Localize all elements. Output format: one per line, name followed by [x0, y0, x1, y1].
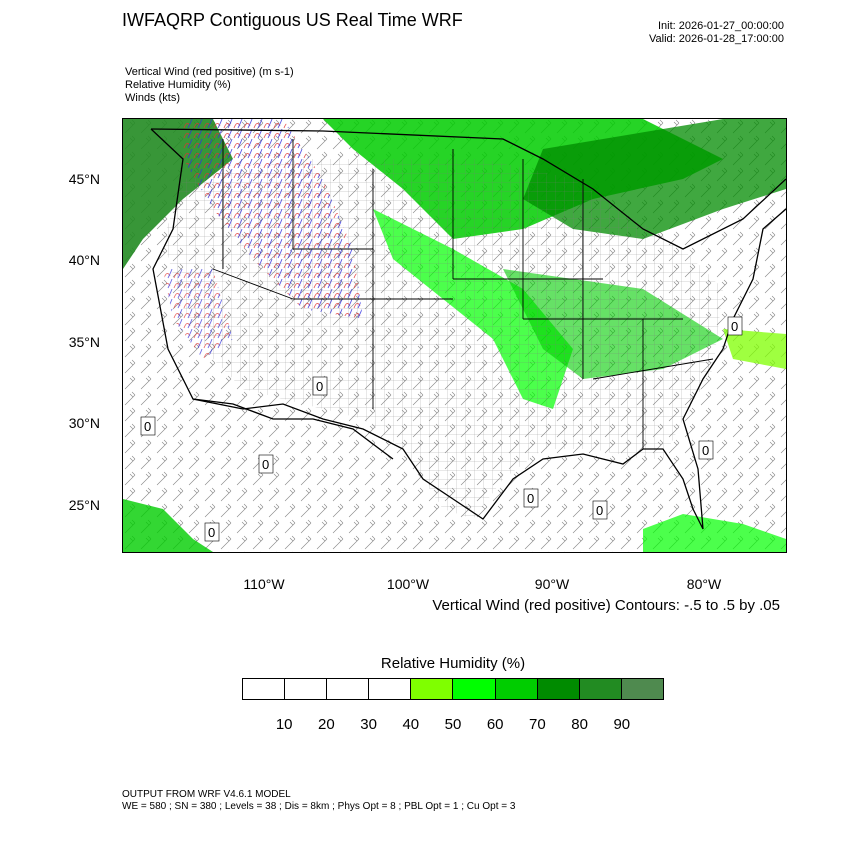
rh-southwest-corner [123, 499, 213, 552]
canada-border [150, 128, 786, 250]
contour-note: Vertical Wind (red positive) Contours: -… [432, 597, 780, 614]
lat-label-45: 45°N [68, 171, 100, 187]
lon-label-90w: 90°W [534, 576, 570, 592]
colorbar-label: 10 [275, 716, 293, 733]
rh-gulf-southeast [643, 514, 786, 552]
zero-label: 0 [208, 525, 215, 540]
lon-label-100w: 100°W [386, 576, 430, 592]
zero-label: 0 [596, 503, 603, 518]
zero-labels: 0 0 0 0 0 0 0 0 [140, 316, 743, 542]
colorbar-box [579, 679, 622, 699]
colorbar-box [537, 679, 580, 699]
colorbar-label: 50 [444, 716, 462, 733]
colorbar-label: 60 [486, 716, 504, 733]
colorbar-box [453, 679, 496, 699]
footer-model: OUTPUT FROM WRF V4.6.1 MODEL [122, 789, 291, 800]
zero-label: 0 [316, 379, 323, 394]
colorbar-box [621, 679, 663, 699]
zero-label: 0 [262, 457, 269, 472]
footer-settings: WE = 580 ; SN = 380 ; Levels = 38 ; Dis … [122, 801, 516, 812]
colorbar-label: 90 [613, 716, 631, 733]
colorbar [242, 678, 664, 700]
colorbar-box [495, 679, 538, 699]
zero-label: 0 [527, 491, 534, 506]
map-canvas: 0 0 0 0 0 0 0 0 [123, 119, 786, 552]
lat-label-25: 25°N [68, 497, 100, 513]
colorbar-title: Relative Humidity (%) [380, 655, 526, 672]
colorbar-label: 40 [402, 716, 420, 733]
zero-label: 0 [144, 419, 151, 434]
colorbar-label: 20 [318, 716, 335, 733]
field-winds: Winds (kts) [125, 92, 180, 104]
lat-label-30: 30°N [68, 415, 100, 431]
field-list: Vertical Wind (red positive) (m s-1) Rel… [125, 66, 294, 105]
boundaries [150, 128, 786, 530]
zero-label: 0 [702, 443, 709, 458]
zero-label: 0 [731, 319, 738, 334]
footer: OUTPUT FROM WRF V4.6.1 MODEL WE = 580 ; … [122, 789, 515, 813]
mexico-border [192, 398, 394, 460]
lon-label-80w: 80°W [686, 576, 722, 592]
time-info: Init: 2026-01-27_00:00:00 Valid: 2026-01… [649, 20, 784, 46]
colorbar-label: 70 [529, 716, 546, 733]
colorbar-label: 30 [360, 716, 377, 733]
field-vertical-wind: Vertical Wind (red positive) (m s-1) [125, 66, 294, 78]
map-title: IWFAQRP Contiguous US Real Time WRF [122, 10, 463, 30]
lat-label-35: 35°N [68, 334, 100, 350]
colorbar-box [369, 679, 412, 699]
init-time: Init: 2026-01-27_00:00:00 [658, 20, 784, 32]
map-panel: 0 0 0 0 0 0 0 0 [122, 118, 787, 553]
colorbar-box [285, 679, 328, 699]
colorbar-box [243, 679, 286, 699]
colorbar-label: 80 [571, 716, 588, 733]
state-lines [212, 139, 714, 449]
colorbar-box [327, 679, 370, 699]
rh-atlantic-east [723, 329, 786, 369]
field-relative-humidity: Relative Humidity (%) [125, 79, 231, 91]
valid-time: Valid: 2026-01-28_17:00:00 [649, 33, 784, 45]
lat-label-40: 40°N [68, 252, 100, 268]
lon-label-110w: 110°W [243, 576, 285, 592]
colorbar-box [411, 679, 454, 699]
